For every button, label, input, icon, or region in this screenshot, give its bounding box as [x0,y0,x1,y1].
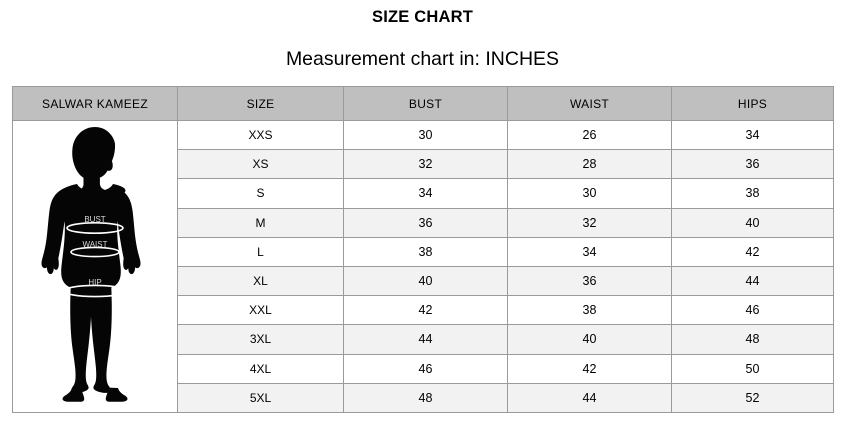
cell-waist: 44 [507,382,672,413]
hip-measurement-band [63,285,127,298]
cell-hips: 44 [671,265,834,297]
cell-bust: 40 [343,265,508,297]
cell-waist: 30 [507,178,672,209]
cell-hips: 52 [671,382,834,413]
cell-hips: 38 [671,178,834,209]
table-row: XXL 42 38 46 [13,295,834,326]
cell-bust: 34 [343,178,508,209]
cell-size: XXS [177,119,344,151]
table-row: 4XL 46 42 50 [13,353,834,384]
body-figure-cell: BUST WAIST HIP [12,120,178,413]
cell-bust: 46 [343,353,508,384]
column-header-bust: BUST [343,86,508,121]
bust-label: BUST [84,215,105,224]
cell-waist: 42 [507,353,672,384]
figure-holder: BUST WAIST HIP [13,121,177,412]
cell-bust: 44 [343,324,508,355]
cell-hips: 46 [671,295,834,326]
cell-size: 4XL [177,353,344,384]
cell-bust: 38 [343,236,508,267]
hip-label: HIP [88,278,101,287]
cell-size: XS [177,149,344,180]
cell-size: M [177,207,344,238]
table-row: BUST WAIST HIP XXS 30 26 34 [12,119,834,413]
column-header-size: SIZE [177,86,344,121]
cell-size: S [177,178,344,209]
cell-size: 3XL [177,324,344,355]
column-header-waist: WAIST [507,86,672,121]
cell-size: XL [177,265,344,297]
bust-measurement-band [66,222,124,235]
cell-waist: 40 [507,324,672,355]
size-table: SALWAR KAMEEZ SIZE BUST WAIST HIPS [12,86,834,413]
table-row: M 36 32 40 [13,207,834,238]
page-title: SIZE CHART [372,8,473,26]
cell-size: 5XL [177,382,344,413]
size-table-container: SALWAR KAMEEZ SIZE BUST WAIST HIPS [12,86,834,413]
waist-measurement-band [70,247,120,258]
cell-waist: 38 [507,295,672,326]
page-subtitle: Measurement chart in: INCHES [285,48,560,70]
cell-hips: 48 [671,324,834,355]
cell-bust: 30 [343,119,508,151]
column-header-salwar-kameez: SALWAR KAMEEZ [12,86,178,121]
cell-waist: 32 [507,207,672,238]
table-row: S 34 30 38 [13,178,834,209]
cell-size: L [177,236,344,267]
female-body-silhouette-icon: BUST WAIST HIP [41,127,141,403]
cell-waist: 36 [507,265,672,297]
cell-waist: 26 [507,119,672,151]
cell-bust: 36 [343,207,508,238]
table-row: 3XL 44 40 48 [13,324,834,355]
table-row: L 38 34 42 [13,236,834,267]
cell-hips: 50 [671,353,834,384]
cell-bust: 48 [343,382,508,413]
cell-hips: 42 [671,236,834,267]
table-row: 5XL 48 44 52 [13,382,834,413]
table-body: BUST WAIST HIP XXS 30 26 34 XS [12,119,834,413]
table-row: XS 32 28 36 [13,149,834,180]
cell-bust: 32 [343,149,508,180]
cell-waist: 34 [507,236,672,267]
table-header: SALWAR KAMEEZ SIZE BUST WAIST HIPS [12,86,834,121]
column-header-hips: HIPS [671,86,834,121]
waist-label: WAIST [82,240,107,249]
cell-size: XXL [177,295,344,326]
table-header-row: SALWAR KAMEEZ SIZE BUST WAIST HIPS [12,86,834,121]
cell-hips: 36 [671,149,834,180]
cell-hips: 34 [671,119,834,151]
cell-bust: 42 [343,295,508,326]
cell-waist: 28 [507,149,672,180]
cell-hips: 40 [671,207,834,238]
